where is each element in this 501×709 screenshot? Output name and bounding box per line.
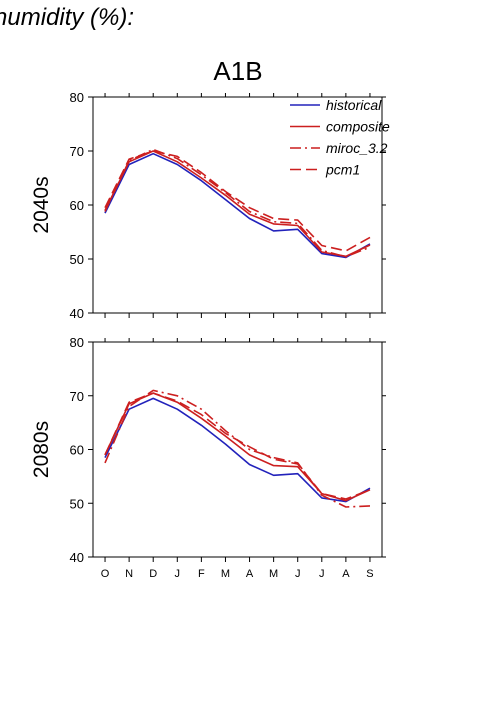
y-tick-label: 50 — [70, 496, 84, 511]
scenario-title: A1B — [213, 56, 263, 86]
series-line-pcm1 — [104, 392, 371, 500]
y-tick-label: 70 — [70, 389, 84, 404]
series-line-pcm1 — [104, 150, 371, 252]
panel-label: 2080s — [30, 421, 53, 478]
series-line-composite — [104, 150, 371, 258]
x-tick-label: J — [319, 568, 325, 580]
y-tick-label: 60 — [70, 443, 84, 458]
y-tick-label: 80 — [70, 90, 84, 105]
legend-label: pcm1 — [325, 162, 360, 178]
x-tick-label: D — [149, 568, 157, 580]
y-tick-label: 50 — [70, 252, 84, 267]
x-tick-label: N — [125, 568, 133, 580]
header-title: humidity (%): — [0, 4, 135, 31]
x-tick-label: A — [246, 568, 254, 580]
x-tick-label: A — [342, 568, 350, 580]
x-tick-label: M — [269, 568, 278, 580]
series-line-miroc-3-2 — [104, 148, 371, 258]
panel-label: 2040s — [30, 176, 53, 233]
y-tick-label: 70 — [70, 144, 84, 159]
x-tick-label: M — [221, 568, 230, 580]
series-line-composite — [104, 392, 371, 502]
legend-label: composite — [326, 119, 390, 135]
x-tick-label: J — [175, 568, 181, 580]
series-line-historical — [104, 152, 371, 259]
x-tick-label: S — [366, 568, 373, 580]
y-tick-label: 80 — [70, 335, 84, 350]
x-tick-label: J — [295, 568, 301, 580]
series-line-miroc-3-2 — [104, 389, 371, 508]
y-tick-label: 40 — [70, 550, 84, 565]
y-tick-label: 60 — [70, 198, 84, 213]
plot-frame — [92, 341, 383, 558]
x-tick-label: O — [101, 568, 110, 580]
legend-label: historical — [326, 97, 382, 113]
series-line-historical — [104, 397, 371, 503]
y-tick-label: 40 — [70, 306, 84, 321]
x-tick-label: F — [198, 568, 205, 580]
legend-label: miroc_3.2 — [326, 140, 388, 156]
